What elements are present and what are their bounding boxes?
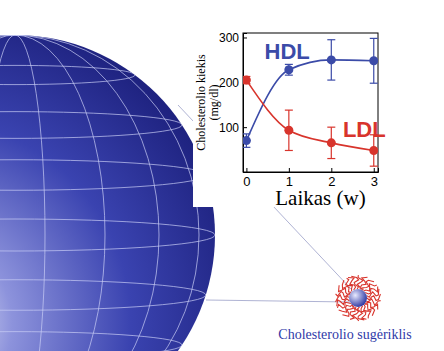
data-point [243,136,251,145]
data-point [284,126,293,135]
chain [367,289,379,297]
figure: Cholesterolio sugėriklis0123100200300Lai… [0,0,444,351]
error-cap [370,166,378,167]
y-tick: 300 [219,31,247,45]
error-bar [327,40,335,80]
axis-line [244,168,379,173]
x-tick: 0 [243,168,250,189]
error-cap [327,158,335,159]
error-bar [285,64,293,75]
chain [357,307,364,320]
plot-area [243,38,378,166]
y-axis-title: (mg/dl) [207,85,221,121]
y-tick: 200 [219,76,247,90]
plot-frame [243,33,378,172]
parallel [0,280,206,311]
meridian [0,35,159,351]
error-cap [327,127,335,128]
data-point [369,146,378,155]
chain [342,305,353,316]
particle [336,275,381,321]
chain [351,276,358,289]
tick-mark [246,168,247,172]
data-point [243,76,251,85]
error-cap [370,38,378,39]
parallel [0,65,135,84]
error-bar [243,76,250,83]
zoom-line [206,300,350,302]
parallel [0,332,182,351]
tick-label: 0 [243,174,250,189]
particle-core [349,289,367,307]
error-bar [370,38,378,83]
x-axis-title: Laikas (w) [275,186,365,210]
error-cap [370,83,378,84]
series-label: LDL [343,117,386,142]
tick-mark [331,168,332,172]
y-axis: 100 200 300 [219,31,247,173]
data-point [369,56,378,65]
data-point [327,138,336,147]
error-bar [243,134,250,147]
parallel [0,160,206,191]
error-bar [327,127,335,158]
meridian [0,35,45,351]
error-cap [243,133,250,134]
parallel [0,219,215,251]
error-cap [285,150,293,151]
chart-background [193,23,388,207]
sphere [0,35,215,351]
tick-label: 3 [371,174,378,189]
tick-mark [289,168,290,172]
tick-mark [243,127,247,128]
error-cap [285,75,293,76]
error-cap [285,110,293,111]
tick-label: 300 [219,31,239,45]
axis-line [244,34,248,173]
series-label: HDL [265,39,310,64]
sphere-grid [0,35,215,351]
tick-mark [243,37,247,38]
error-bar [285,110,293,150]
parallel [0,112,182,139]
error-cap [327,79,335,80]
error-cap [243,147,250,148]
y-tick: 100 [219,121,247,135]
data-point [327,55,336,64]
chain [361,277,368,290]
error-cap [327,39,335,40]
y-axis-title: Cholesterolio kiekis [194,54,208,151]
tick-label: 100 [219,121,239,135]
chain [342,280,351,292]
tick-label: 200 [219,76,239,90]
annotation: Cholesterolio sugėriklis [278,327,411,342]
tick-mark [374,168,375,172]
data-point [284,65,293,74]
sphere-body [0,35,215,351]
x-tick: 3 [371,168,378,189]
